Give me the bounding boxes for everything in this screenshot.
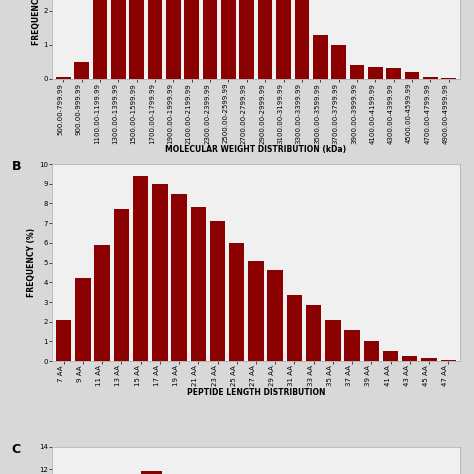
Bar xyxy=(421,358,437,361)
Bar xyxy=(325,320,340,361)
Bar xyxy=(221,0,236,79)
Bar xyxy=(287,295,302,361)
Bar xyxy=(386,68,401,79)
Bar xyxy=(56,320,72,361)
Bar xyxy=(345,329,360,361)
Y-axis label: FREQUENCY (%): FREQUENCY (%) xyxy=(27,228,36,297)
Bar xyxy=(405,72,419,79)
Bar xyxy=(191,208,206,361)
Bar xyxy=(133,176,148,361)
Bar xyxy=(172,193,187,361)
Bar xyxy=(267,271,283,361)
Bar xyxy=(92,0,107,79)
Bar xyxy=(184,0,199,79)
Bar xyxy=(383,351,398,361)
Bar xyxy=(111,0,126,79)
Bar xyxy=(441,78,456,79)
Bar xyxy=(166,0,181,79)
Bar xyxy=(94,245,110,361)
Bar xyxy=(74,62,89,79)
Bar xyxy=(306,305,321,361)
Bar xyxy=(141,471,162,474)
Bar xyxy=(294,0,309,79)
Bar xyxy=(368,67,383,79)
Y-axis label: FREQUENCY (%): FREQUENCY (%) xyxy=(32,0,41,46)
Bar xyxy=(313,35,328,79)
Bar xyxy=(248,261,264,361)
X-axis label: PEPTIDE LENGTH DISTRIBUTION: PEPTIDE LENGTH DISTRIBUTION xyxy=(187,388,325,397)
Bar xyxy=(147,0,162,79)
Bar xyxy=(440,360,456,361)
Bar xyxy=(229,243,245,361)
Bar xyxy=(239,0,254,79)
Bar xyxy=(350,65,365,79)
Bar xyxy=(276,0,291,79)
Bar xyxy=(114,210,129,361)
Text: B: B xyxy=(11,160,21,173)
Bar xyxy=(210,221,225,361)
Bar xyxy=(152,184,167,361)
Bar xyxy=(423,77,438,79)
Bar xyxy=(364,341,379,361)
Bar xyxy=(402,356,418,361)
Bar xyxy=(331,45,346,79)
Bar xyxy=(129,0,144,79)
Text: C: C xyxy=(11,443,20,456)
Bar xyxy=(75,278,91,361)
Bar xyxy=(258,0,273,79)
X-axis label: MOLECULAR WEIGHT DISTRIBUTION (kDa): MOLECULAR WEIGHT DISTRIBUTION (kDa) xyxy=(165,145,346,154)
Bar xyxy=(56,77,71,79)
Bar xyxy=(203,0,218,79)
